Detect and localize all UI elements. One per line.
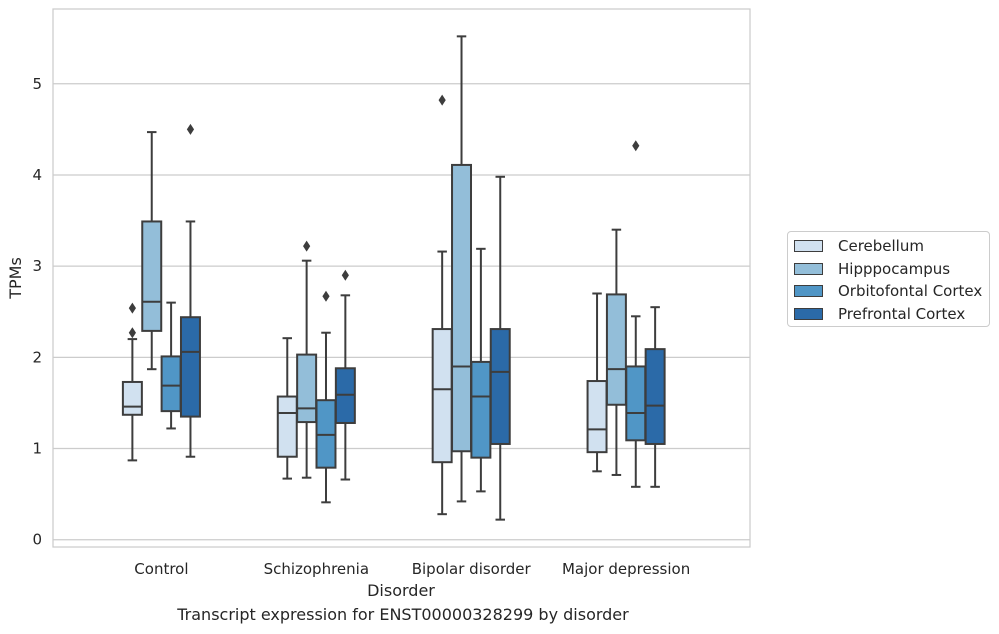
- y-tick-label: 5: [32, 75, 42, 93]
- x-tick-label: Bipolar disorder: [412, 560, 532, 578]
- legend-swatch: [794, 285, 823, 297]
- plot-area-frame: [52, 8, 751, 548]
- box-2-3: [489, 175, 511, 521]
- y-tick-label: 0: [32, 531, 42, 549]
- iqr-box: [489, 328, 511, 445]
- legend-label: Hipppocampus: [838, 260, 951, 278]
- y-tick-label: 4: [32, 166, 42, 184]
- box-0-2: [160, 301, 182, 430]
- box-1-2: [315, 290, 337, 504]
- box-3-2: [625, 140, 647, 488]
- y-tick-label: 2: [32, 348, 42, 366]
- iqr-box: [625, 365, 647, 442]
- box-0-0: [121, 302, 143, 462]
- iqr-box: [586, 380, 608, 454]
- outlier-point: [128, 327, 136, 339]
- x-tick-label: Schizophrenia: [264, 560, 369, 578]
- iqr-box: [644, 348, 666, 445]
- y-tick-label: 1: [32, 440, 42, 458]
- legend-swatch: [794, 240, 823, 252]
- x-tick-label: Control: [134, 560, 188, 578]
- legend-item-hippocampus: Hipppocampus: [794, 259, 950, 279]
- iqr-box: [605, 293, 627, 406]
- box-0-3: [179, 123, 201, 458]
- legend-swatch: [794, 308, 823, 320]
- box-2-2: [470, 247, 492, 493]
- iqr-box: [160, 355, 182, 413]
- legend-label: Orbitofontal Cortex: [838, 282, 983, 300]
- outlier-point: [632, 140, 640, 152]
- x-tick-labels: Control Schizophrenia Bipolar disorder Majo…: [134, 560, 690, 578]
- legend-swatch: [794, 263, 823, 275]
- iqr-box: [431, 328, 453, 464]
- iqr-box: [179, 316, 201, 418]
- box-3-1: [605, 228, 627, 476]
- legend-item-prefrontal-cortex: Prefrontal Cortex: [794, 304, 965, 324]
- box-0-1: [141, 131, 163, 371]
- box-3-0: [586, 292, 608, 473]
- figure-caption: Transcript expression for ENST0000032829…: [177, 605, 629, 624]
- y-tick-label: 3: [32, 257, 42, 275]
- outlier-point: [303, 240, 311, 252]
- outlier-point: [341, 269, 349, 281]
- iqr-box: [276, 395, 298, 458]
- legend-label: Cerebellum: [838, 237, 924, 255]
- legend-item-cerebellum: Cerebellum: [794, 236, 924, 256]
- iqr-box: [296, 353, 318, 424]
- legend-label: Prefrontal Cortex: [838, 305, 966, 323]
- box-series: [121, 35, 666, 521]
- box-3-3: [644, 306, 666, 488]
- outlier-point: [322, 290, 330, 302]
- outlier-point: [128, 302, 136, 314]
- y-tick-labels: 0 1 2 3 4 5: [32, 75, 42, 549]
- legend: Cerebellum Hipppocampus Orbitofontal Cor…: [787, 231, 990, 327]
- y-axis-label: TPMs: [6, 257, 25, 300]
- outlier-point: [438, 94, 446, 106]
- iqr-box: [470, 360, 492, 459]
- box-2-0: [431, 94, 453, 516]
- box-2-1: [451, 35, 473, 503]
- x-tick-label: Major depression: [562, 560, 690, 578]
- legend-item-orbitofrontal-cortex: Orbitofontal Cortex: [794, 281, 982, 301]
- box-1-1: [296, 240, 318, 479]
- outlier-point: [186, 123, 195, 135]
- x-axis-label: Disorder: [367, 581, 435, 600]
- iqr-box: [121, 380, 143, 416]
- box-1-0: [276, 337, 298, 480]
- iqr-box: [451, 163, 473, 453]
- iqr-box: [141, 220, 163, 332]
- box-1-3: [334, 269, 356, 481]
